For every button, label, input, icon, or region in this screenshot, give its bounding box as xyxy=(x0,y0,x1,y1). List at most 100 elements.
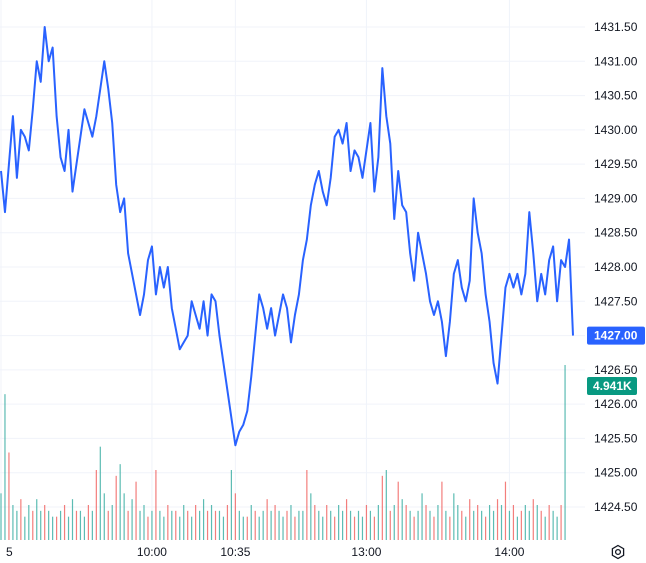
volume-bar xyxy=(564,365,566,540)
volume-bar xyxy=(314,505,316,540)
volume-bar xyxy=(294,516,296,540)
volume-bar xyxy=(441,481,443,540)
volume-bar xyxy=(175,510,177,540)
volume-bar xyxy=(147,516,149,540)
y-tick-label: 1429.50 xyxy=(594,157,638,171)
volume-bar xyxy=(393,505,395,540)
volume-bar xyxy=(318,510,320,540)
volume-bar xyxy=(195,505,197,540)
volume-bar xyxy=(377,505,379,540)
volume-bar xyxy=(401,499,403,540)
volume-bar xyxy=(357,510,360,540)
volume-bar xyxy=(262,510,264,540)
volume-bar xyxy=(429,510,431,540)
volume-bar xyxy=(36,499,38,540)
chart-settings-button[interactable] xyxy=(607,541,629,563)
last-price-label: 1427.00 xyxy=(594,329,638,343)
volume-bar xyxy=(202,499,205,540)
volume-bar xyxy=(274,505,276,540)
volume-bar xyxy=(449,516,451,540)
y-tick-label: 1431.50 xyxy=(594,20,638,34)
volume-bar xyxy=(437,505,439,540)
y-tick-label: 1425.50 xyxy=(594,431,638,445)
volume-bar xyxy=(199,510,201,540)
volume-bar xyxy=(91,510,93,540)
volume-bar xyxy=(83,516,86,540)
y-tick-label: 1426.00 xyxy=(594,397,638,411)
volume-bar xyxy=(123,493,125,540)
volume-bar xyxy=(481,510,483,540)
volume-bar xyxy=(159,510,161,540)
y-tick-label: 1425.00 xyxy=(594,466,638,480)
volume-bar xyxy=(306,470,308,540)
x-tick-label: 13:00 xyxy=(351,545,381,559)
volume-bar xyxy=(496,499,499,540)
volume-bar xyxy=(238,510,240,540)
volume-bar xyxy=(163,516,165,540)
volume-bar xyxy=(540,510,542,540)
volume-bar xyxy=(508,510,511,540)
volume-bar xyxy=(477,505,479,540)
volume-bar xyxy=(381,475,383,540)
volume-bar xyxy=(405,505,407,540)
volume-bar xyxy=(409,510,411,540)
volume-bar xyxy=(326,505,328,540)
grid-lines xyxy=(0,0,585,540)
volume-bar xyxy=(24,516,26,540)
volume-bar xyxy=(461,510,463,540)
y-tick-label: 1424.50 xyxy=(594,500,638,514)
volume-bar xyxy=(488,505,491,540)
volume-bar xyxy=(520,510,522,540)
y-tick-label: 1428.50 xyxy=(594,226,638,240)
volume-bar xyxy=(556,516,558,540)
volume-bar xyxy=(492,510,495,540)
volume-bar xyxy=(218,510,221,540)
volume-bar xyxy=(187,510,189,540)
volume-bar xyxy=(242,516,244,540)
volume-bar xyxy=(322,516,324,540)
volume-bar xyxy=(246,516,248,540)
volume-bar xyxy=(0,493,2,540)
volume-bar xyxy=(214,510,217,540)
volume-bar xyxy=(417,510,419,540)
volume-bar xyxy=(183,505,185,540)
volume-bar xyxy=(79,510,82,540)
volume-bar xyxy=(330,510,332,540)
last-price-tag: 1427.00 xyxy=(587,326,645,345)
volume-bar xyxy=(512,505,515,540)
volume-bar xyxy=(282,516,284,540)
volume-bar xyxy=(532,499,534,540)
volume-bar xyxy=(155,470,157,540)
y-tick-label: 1429.00 xyxy=(594,191,638,205)
volume-bar xyxy=(342,510,344,540)
volume-bar xyxy=(421,493,423,540)
volume-bar xyxy=(338,505,340,540)
volume-bar xyxy=(44,505,46,540)
volume-bar xyxy=(127,510,129,540)
volume-bar xyxy=(234,493,236,540)
price-axis[interactable]: 1431.50 1431.00 1430.50 1430.00 1429.50 1429.… xyxy=(594,20,638,514)
x-tick-label: 14:00 xyxy=(494,545,524,559)
volume-bar xyxy=(349,510,352,540)
volume-bar xyxy=(560,505,562,540)
volume-bar xyxy=(59,510,62,540)
volume-bar xyxy=(385,470,387,540)
volume-bar xyxy=(75,510,78,540)
volume-bar xyxy=(536,505,538,540)
volume-bar xyxy=(139,510,141,540)
volume-bar xyxy=(222,516,225,540)
volume-bar xyxy=(465,516,467,540)
volume-bar xyxy=(32,510,34,540)
volume-bar xyxy=(48,510,50,540)
volume-bar xyxy=(413,516,415,540)
volume-bar xyxy=(516,516,518,540)
volume-bar xyxy=(286,510,288,540)
time-axis[interactable]: 5 10:00 10:35 13:00 14:00 xyxy=(6,545,525,559)
y-tick-label: 1426.50 xyxy=(594,363,638,377)
volume-tag: 4.941K xyxy=(587,377,637,395)
volume-bar xyxy=(151,510,153,540)
volume-bar xyxy=(334,516,336,540)
volume-bar xyxy=(63,505,66,540)
volume-bar xyxy=(298,510,300,540)
